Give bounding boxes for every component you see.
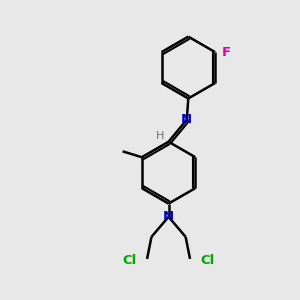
Text: Cl: Cl xyxy=(122,254,136,267)
Text: N: N xyxy=(163,210,174,223)
Text: N: N xyxy=(181,113,192,126)
Text: H: H xyxy=(156,131,164,142)
Text: F: F xyxy=(221,46,231,59)
Text: Cl: Cl xyxy=(201,254,215,267)
